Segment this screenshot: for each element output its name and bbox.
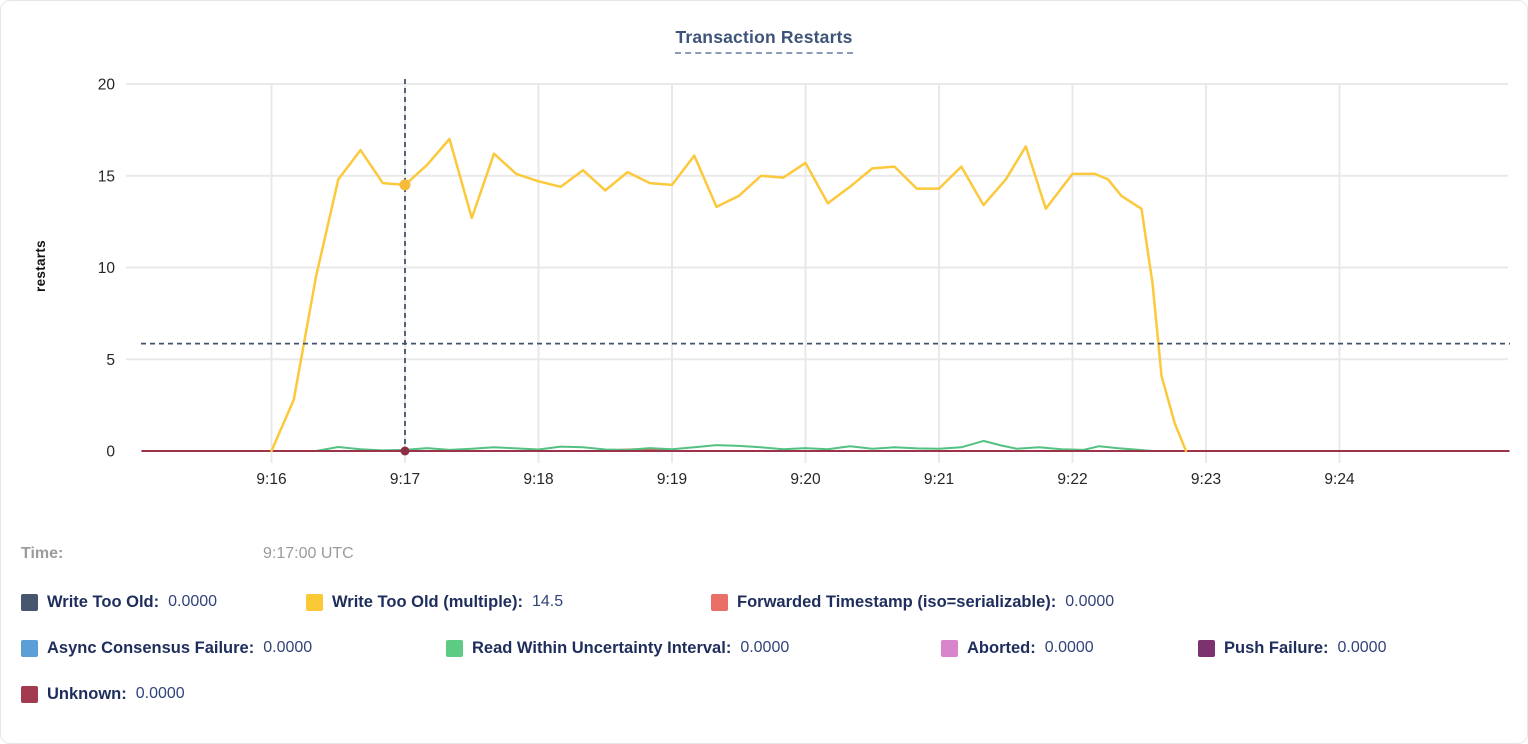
transaction-restarts-chart[interactable]: 0 5 10 15 20 9:16 9:17 9:18 9:19 9:20 9:21 9:22 9:23… — [1, 1, 1528, 521]
y-axis-title: restarts — [33, 240, 48, 292]
legend-label: Aborted: — [967, 638, 1036, 657]
y-tick-label: 15 — [98, 168, 115, 185]
series-line-write-too-old-multiple- — [270, 137, 1188, 453]
x-tick-label: 9:23 — [1191, 471, 1221, 488]
legend-item-async-consensus-failure: Async Consensus Failure: 0.0000 — [21, 637, 312, 659]
legend-label: Write Too Old: — [47, 592, 160, 611]
x-tick-label: 9:20 — [790, 471, 821, 488]
legend-value: 0.0000 — [1044, 639, 1094, 656]
hover-marker — [399, 179, 411, 191]
legend-swatch-push-failure — [1198, 639, 1215, 657]
x-tick-label: 9:19 — [657, 471, 687, 488]
legend-value: 14.5 — [531, 593, 564, 610]
x-tick-label: 9:18 — [523, 471, 553, 488]
x-tick-label: 9:16 — [256, 471, 286, 488]
legend-label: Unknown: — [47, 684, 127, 703]
legend-item-unknown: Unknown: 0.0000 — [21, 683, 185, 705]
legend-label: Read Within Uncertainty Interval: — [472, 638, 732, 657]
x-tick-label: 9:24 — [1324, 471, 1355, 488]
legend-swatch-forwarded-timestamp-iso-serializable — [711, 593, 728, 611]
legend-label: Async Consensus Failure: — [47, 638, 255, 657]
legend-value: 0.0000 — [135, 685, 185, 702]
legend-value: 0.0000 — [263, 639, 313, 656]
time-label: Time: — [21, 545, 64, 562]
y-tick-label: 10 — [98, 260, 116, 277]
x-tick-label: 9:21 — [924, 471, 954, 488]
y-tick-label: 0 — [106, 444, 115, 461]
time-value: 9:17:00 UTC — [263, 545, 354, 562]
legend-value: 0.0000 — [740, 639, 790, 656]
series-line-read-within-uncertainty-interval — [315, 439, 1154, 452]
legend-swatch-write-too-old-multiple — [306, 593, 323, 611]
legend-swatch-unknown — [21, 685, 38, 703]
y-tick-label: 5 — [106, 352, 115, 369]
legend-item-push-failure: Push Failure: 0.0000 — [1198, 637, 1386, 659]
legend-item-read-within-uncertainty-interval: Read Within Uncertainty Interval: 0.0000 — [446, 637, 789, 659]
hover-marker — [400, 446, 410, 456]
x-tick-label: 9:22 — [1057, 471, 1087, 488]
legend-swatch-read-within-uncertainty-interval — [446, 639, 463, 657]
x-tick-label: 9:17 — [390, 471, 420, 488]
hover-time-row: Time: 9:17:00 UTC — [1, 545, 1527, 567]
legend-value: 0.0000 — [1337, 639, 1387, 656]
legend-value: 0.0000 — [168, 593, 218, 610]
legend-item-write-too-old-multiple: Write Too Old (multiple): 14.5 — [306, 591, 563, 613]
legend-item-forwarded-timestamp-iso-serializable: Forwarded Timestamp (iso=serializable): 0… — [711, 591, 1114, 613]
legend-item-aborted: Aborted: 0.0000 — [941, 637, 1094, 659]
chart-title-row: Transaction Restarts — [1, 27, 1527, 54]
legend-label: Forwarded Timestamp (iso=serializable): — [737, 592, 1057, 611]
legend-swatch-write-too-old — [21, 593, 38, 611]
legend-swatch-async-consensus-failure — [21, 639, 38, 657]
chart-title[interactable]: Transaction Restarts — [675, 27, 853, 54]
legend-label: Write Too Old (multiple): — [332, 592, 523, 611]
legend-label: Push Failure: — [1224, 638, 1329, 657]
legend-swatch-aborted — [941, 639, 958, 657]
legend-item-write-too-old: Write Too Old: 0.0000 — [21, 591, 217, 613]
legend-value: 0.0000 — [1065, 593, 1115, 610]
y-tick-label: 20 — [98, 77, 116, 94]
